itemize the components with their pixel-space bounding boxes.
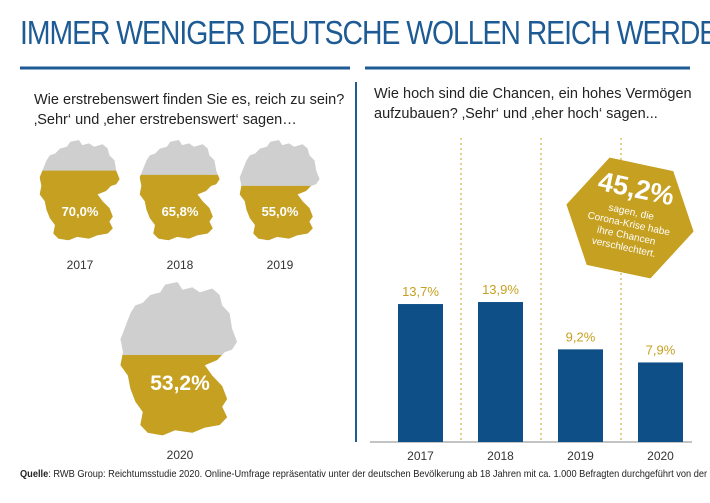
map-2019-year: 2019 [266, 258, 294, 272]
bar-2020 [638, 362, 683, 442]
bar-2018 [478, 302, 523, 442]
map-2018-value: 65,8% [161, 204, 199, 219]
left-question-line1: Wie erstrebenswert finden Sie es, reich … [34, 92, 345, 108]
x-tick-2019: 2019 [567, 449, 594, 463]
x-tick-2020: 2020 [647, 449, 674, 463]
source-text: : RWB Group: Reichtumsstudie 2020. Onlin… [48, 468, 710, 480]
germany-map-2020 [120, 282, 238, 436]
map-2020-year: 2020 [166, 448, 194, 462]
map-2017-year: 2017 [66, 258, 94, 272]
source-note: Quelle: RWB Group: Reichtumsstudie 2020.… [20, 468, 710, 480]
x-tick-2018: 2018 [487, 449, 514, 463]
right-question-line2: aufzubauen? ‚Sehr‘ und ‚eher hoch‘ sagen… [374, 106, 658, 122]
map-2018-year: 2018 [166, 258, 194, 272]
bar-label-2017: 13,7% [402, 284, 439, 299]
x-tick-2017: 2017 [407, 449, 434, 463]
right-question-line1: Wie hoch sind die Chancen, ein hohes Ver… [374, 86, 692, 102]
bar-2019 [558, 349, 603, 442]
bar-label-2019: 9,2% [566, 329, 596, 344]
germany-map-2018 [139, 140, 220, 241]
germany-map-2017 [39, 140, 120, 241]
bar-label-2018: 13,9% [482, 282, 519, 297]
page-title: IMMER WENIGER DEUTSCHE WOLLEN REICH WERD… [20, 14, 710, 51]
map-2020-value: 53,2% [150, 372, 210, 395]
map-2017-value: 70,0% [61, 204, 99, 219]
map-gold-fill [120, 355, 238, 436]
left-question-line2: ‚Sehr‘ und ‚eher erstrebenswert‘ sagen… [34, 112, 297, 128]
bar-2017 [398, 304, 443, 442]
bar-label-2020: 7,9% [646, 342, 676, 357]
source-label: Quelle [20, 468, 49, 480]
map-2019-value: 55,0% [261, 204, 299, 219]
germany-map-2019 [239, 140, 320, 241]
